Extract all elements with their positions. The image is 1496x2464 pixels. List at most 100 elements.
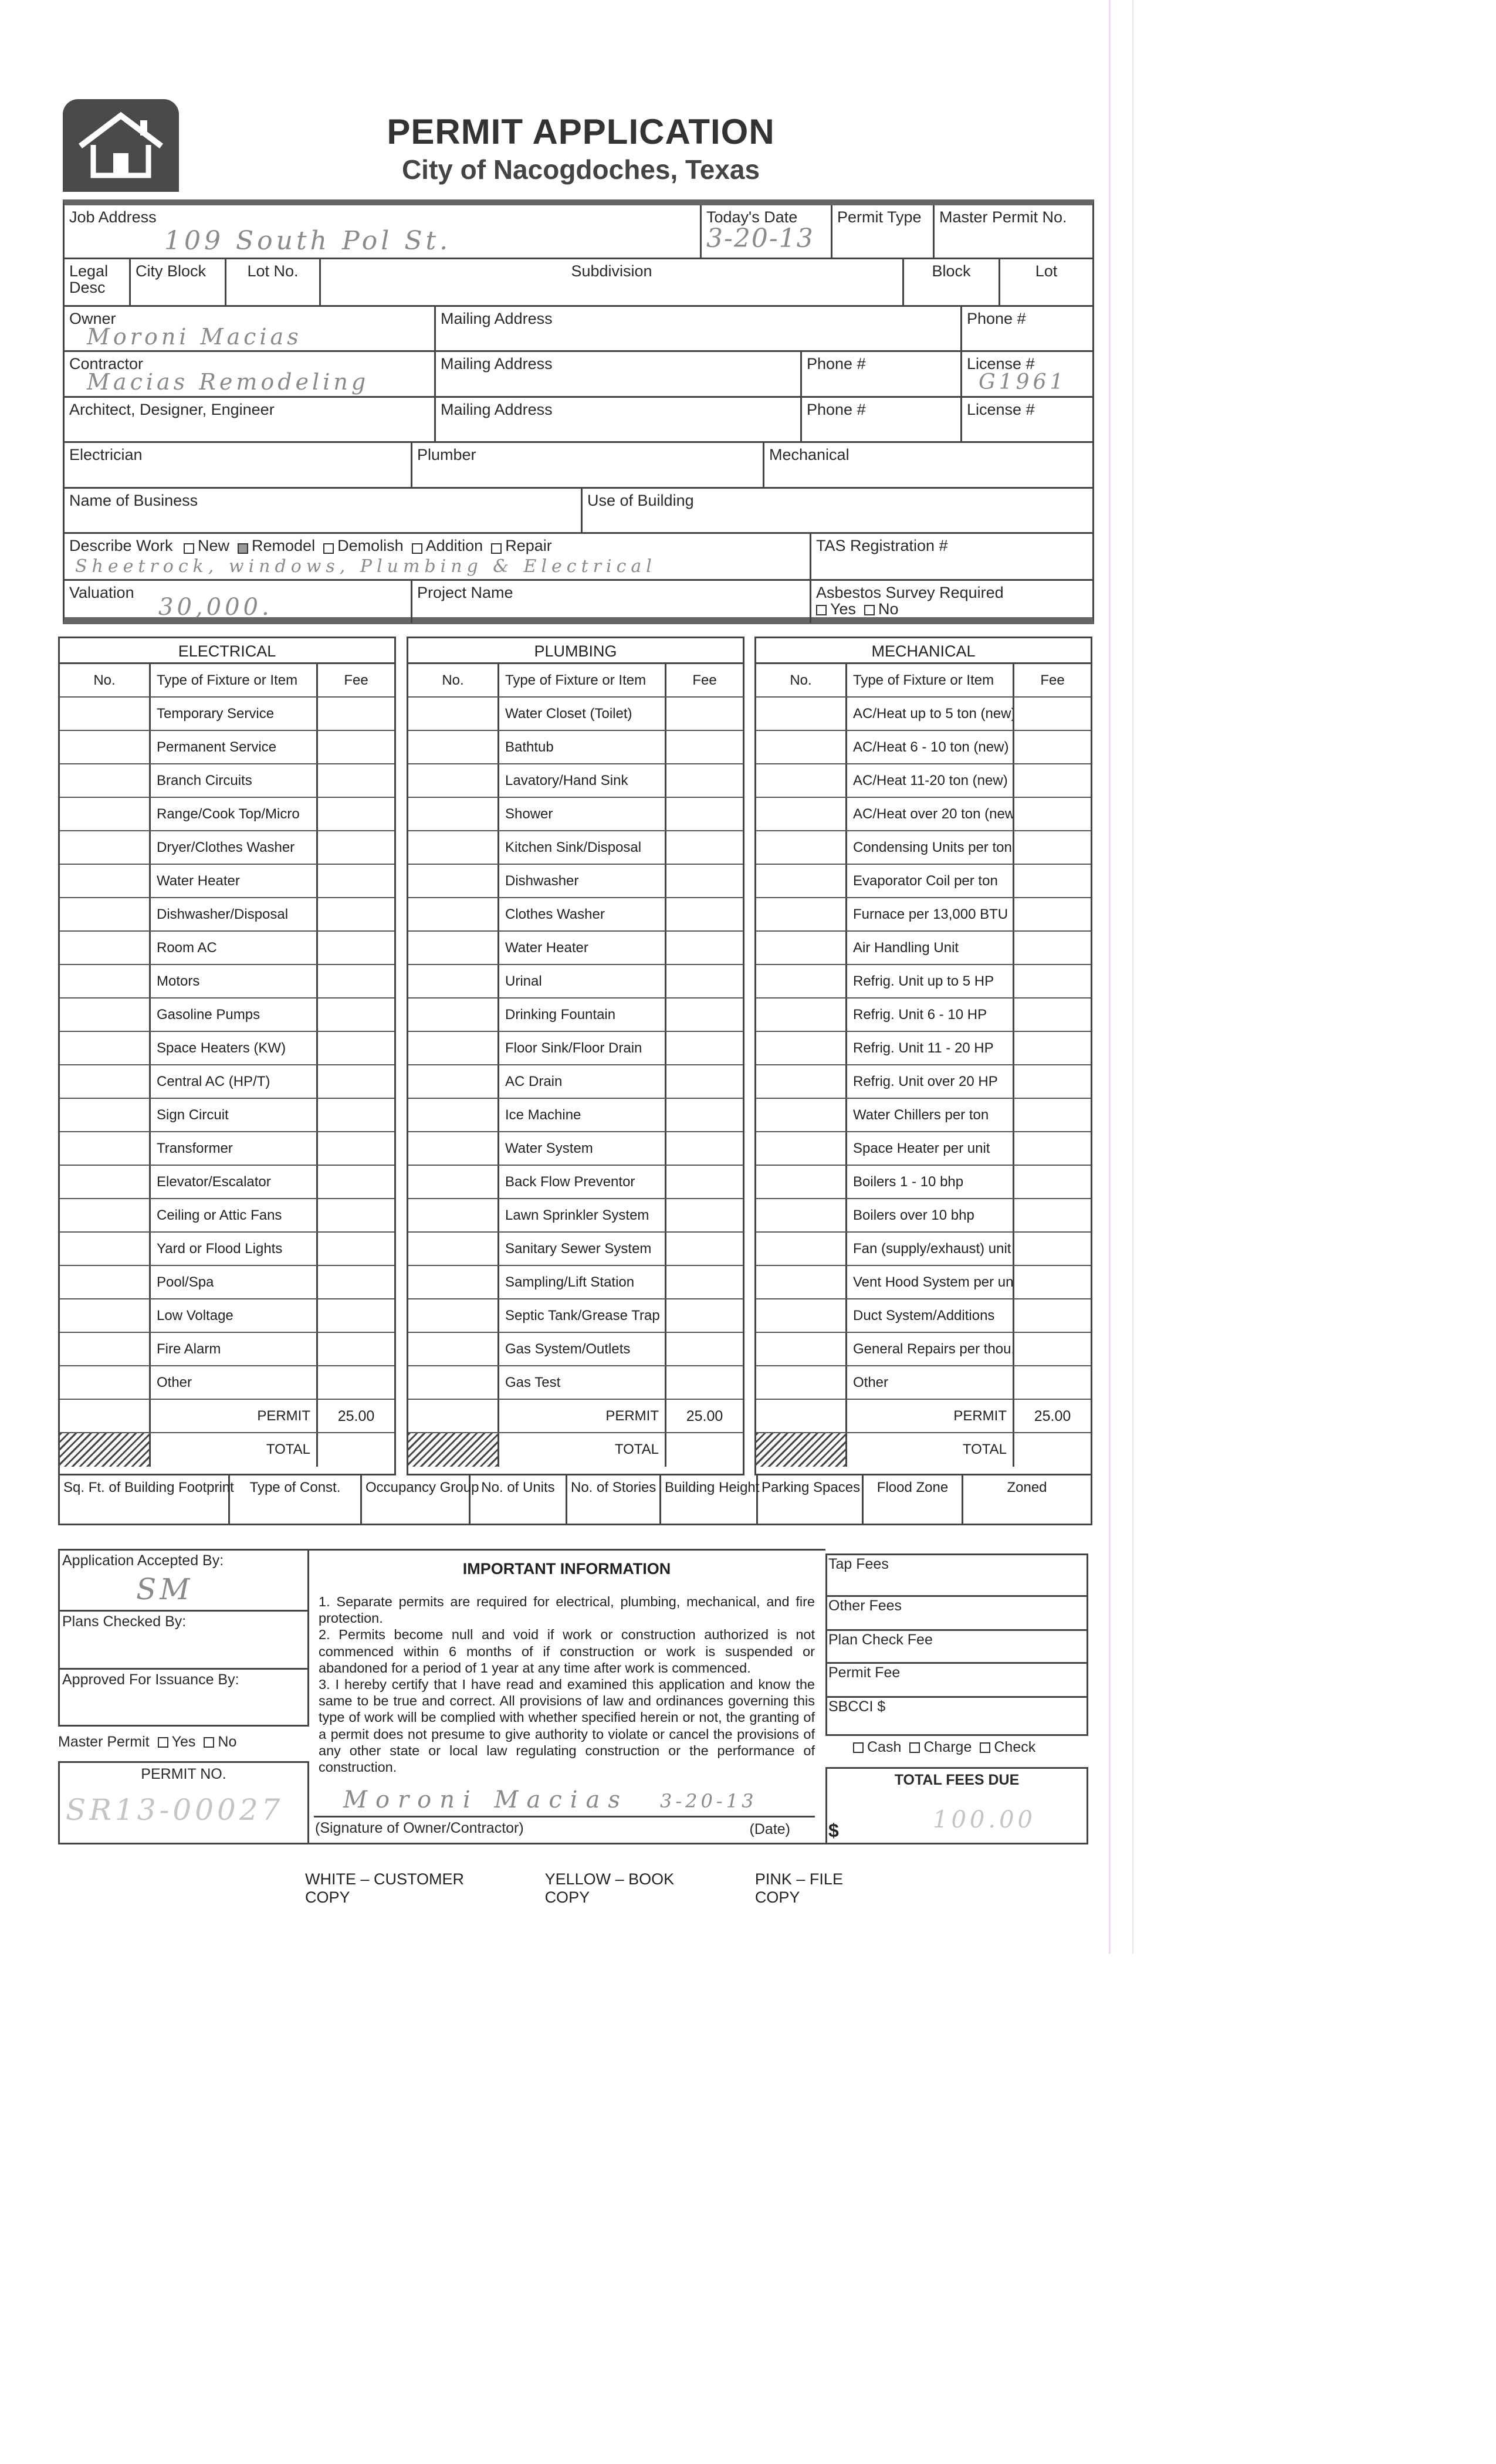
fee-cell[interactable]: [1014, 764, 1091, 797]
fee-cell[interactable]: [1014, 1333, 1091, 1365]
quantity-cell[interactable]: [408, 798, 499, 830]
quantity-cell[interactable]: [408, 1099, 499, 1131]
fee-cell[interactable]: [666, 965, 743, 997]
contractor-phone-field[interactable]: Phone #: [800, 352, 960, 396]
fee-cell[interactable]: [666, 932, 743, 964]
building-info-field[interactable]: No. of Stories: [567, 1475, 661, 1524]
quantity-cell[interactable]: [408, 1299, 499, 1332]
work-addition-checkbox[interactable]: [411, 543, 422, 554]
building-info-field[interactable]: No. of Units: [471, 1475, 567, 1524]
sbcci-field[interactable]: SBCCI $: [825, 1696, 1088, 1736]
building-info-field[interactable]: Building Height: [661, 1475, 759, 1524]
quantity-cell[interactable]: [408, 698, 499, 730]
fee-cell[interactable]: [318, 1233, 394, 1265]
quantity-cell[interactable]: [408, 1199, 499, 1231]
subdivision-field[interactable]: Subdivision: [319, 259, 902, 305]
fee-cell[interactable]: [1014, 731, 1091, 763]
fee-cell[interactable]: [318, 1333, 394, 1365]
fee-cell[interactable]: [318, 698, 394, 730]
job-address-field[interactable]: Job Address 109 South Pol St.: [65, 205, 700, 258]
fee-cell[interactable]: [318, 965, 394, 997]
fee-cell[interactable]: [1014, 1299, 1091, 1332]
fee-cell[interactable]: [1014, 932, 1091, 964]
fee-cell[interactable]: [318, 831, 394, 864]
fee-cell[interactable]: [318, 1032, 394, 1064]
fee-cell[interactable]: [1014, 999, 1091, 1031]
master-permit-yes-checkbox[interactable]: [157, 1737, 168, 1748]
fee-cell[interactable]: [1014, 698, 1091, 730]
quantity-cell[interactable]: [408, 999, 499, 1031]
fee-cell[interactable]: [666, 1032, 743, 1064]
permit-type-field[interactable]: Permit Type: [831, 205, 933, 258]
city-block-field[interactable]: City Block: [129, 259, 225, 305]
quantity-cell[interactable]: [408, 898, 499, 930]
architect-mailing-address-field[interactable]: Mailing Address: [434, 398, 800, 441]
fee-cell[interactable]: [318, 932, 394, 964]
fee-cell[interactable]: [318, 1099, 394, 1131]
work-repair-checkbox[interactable]: [491, 543, 502, 554]
quantity-cell[interactable]: [60, 831, 151, 864]
quantity-cell[interactable]: [756, 1132, 847, 1165]
asbestos-yes-checkbox[interactable]: [816, 605, 827, 616]
fee-cell[interactable]: [1014, 1132, 1091, 1165]
contractor-mailing-address-field[interactable]: Mailing Address: [434, 352, 800, 396]
quantity-cell[interactable]: [756, 1199, 847, 1231]
total-fee-cell[interactable]: [318, 1433, 394, 1467]
building-info-field[interactable]: Zoned: [1007, 1480, 1047, 1495]
total-fee-cell[interactable]: [666, 1433, 743, 1467]
fee-cell[interactable]: [1014, 1199, 1091, 1231]
quantity-cell[interactable]: [756, 698, 847, 730]
fee-cell[interactable]: [666, 1233, 743, 1265]
fee-cell[interactable]: [318, 1065, 394, 1098]
quantity-cell[interactable]: [60, 1299, 151, 1332]
quantity-cell[interactable]: [408, 1266, 499, 1298]
owner-field[interactable]: Owner Moroni Macias: [65, 307, 434, 350]
lot-no-field[interactable]: Lot No.: [225, 259, 319, 305]
quantity-cell[interactable]: [408, 965, 499, 997]
quantity-cell[interactable]: [60, 1166, 151, 1198]
quantity-cell[interactable]: [756, 831, 847, 864]
fee-cell[interactable]: [666, 1166, 743, 1198]
quantity-cell[interactable]: [756, 865, 847, 897]
electrician-field[interactable]: Electrician: [65, 443, 411, 487]
quantity-cell[interactable]: [756, 1233, 847, 1265]
other-fees-field[interactable]: Other Fees: [825, 1595, 1088, 1631]
quantity-cell[interactable]: [756, 1099, 847, 1131]
todays-date-field[interactable]: Today's Date 3-20-13: [700, 205, 831, 258]
master-permit-no-checkbox[interactable]: [204, 1737, 215, 1748]
quantity-cell[interactable]: [408, 1366, 499, 1399]
fee-cell[interactable]: [666, 1366, 743, 1399]
quantity-cell[interactable]: [408, 932, 499, 964]
fee-cell[interactable]: [318, 798, 394, 830]
quantity-cell[interactable]: [756, 798, 847, 830]
work-new-checkbox[interactable]: [184, 543, 194, 554]
quantity-cell[interactable]: [60, 798, 151, 830]
owner-phone-field[interactable]: Phone #: [960, 307, 1092, 350]
building-info-field[interactable]: Flood Zone: [864, 1475, 963, 1524]
quantity-cell[interactable]: [408, 1333, 499, 1365]
fee-cell[interactable]: [318, 1166, 394, 1198]
quantity-cell[interactable]: [756, 1299, 847, 1332]
fee-cell[interactable]: [666, 1065, 743, 1098]
permit-fee-field[interactable]: Permit Fee: [825, 1662, 1088, 1698]
payment-cash-checkbox[interactable]: [853, 1742, 864, 1754]
quantity-cell[interactable]: [60, 999, 151, 1031]
project-name-field[interactable]: Project Name: [411, 581, 810, 623]
fee-cell[interactable]: [318, 1299, 394, 1332]
building-info-field[interactable]: Parking Spaces: [758, 1475, 864, 1524]
fee-cell[interactable]: [666, 731, 743, 763]
quantity-cell[interactable]: [408, 764, 499, 797]
contractor-license-field[interactable]: License # G1961: [960, 352, 1092, 396]
quantity-cell[interactable]: [408, 831, 499, 864]
quantity-cell[interactable]: [756, 1366, 847, 1399]
quantity-cell[interactable]: [756, 1032, 847, 1064]
quantity-cell[interactable]: [60, 1366, 151, 1399]
fee-cell[interactable]: [666, 999, 743, 1031]
fee-cell[interactable]: [318, 865, 394, 897]
quantity-cell[interactable]: [408, 1032, 499, 1064]
work-remodel-checkbox[interactable]: [238, 543, 249, 554]
fee-cell[interactable]: [318, 898, 394, 930]
tap-fees-field[interactable]: Tap Fees: [825, 1553, 1088, 1597]
fee-cell[interactable]: [318, 1199, 394, 1231]
fee-cell[interactable]: [318, 731, 394, 763]
